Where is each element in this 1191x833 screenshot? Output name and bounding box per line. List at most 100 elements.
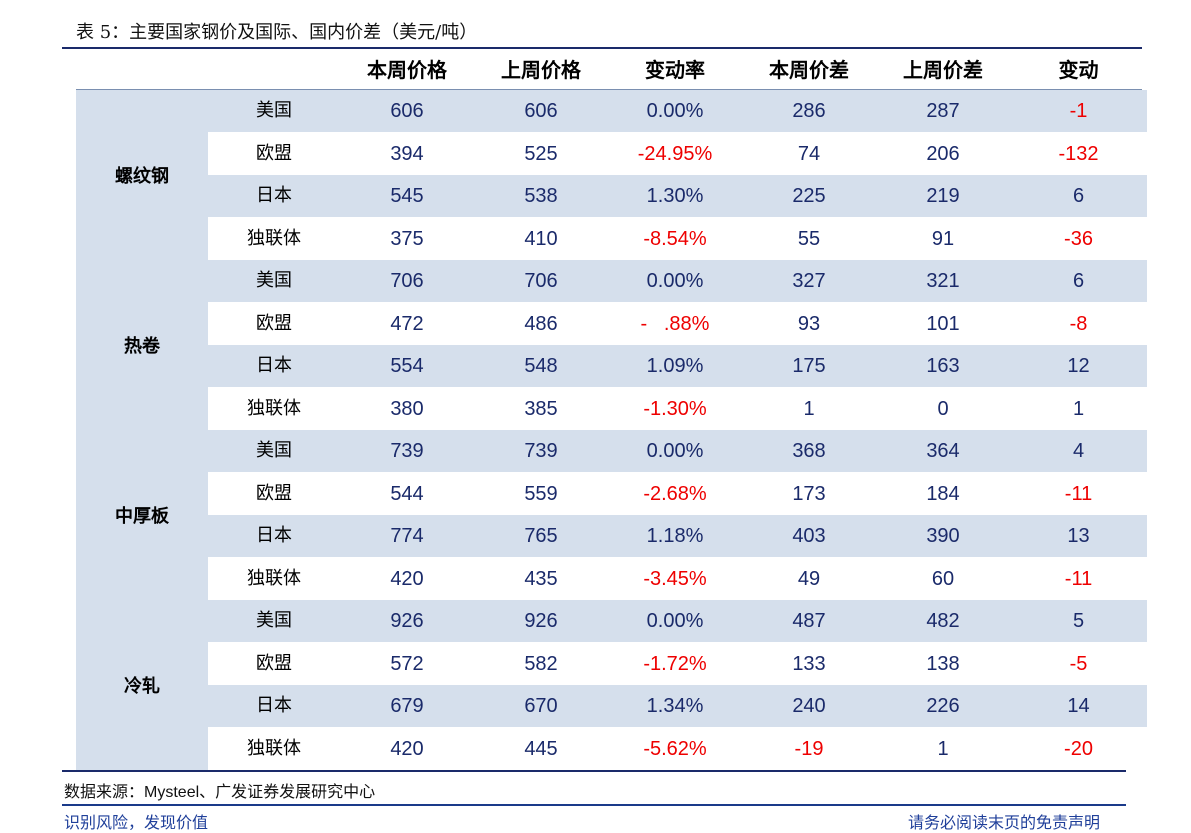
cell-change-rate: -8.54% — [643, 227, 707, 250]
table-row: 美国 926 926 0.00% 487 482 5 — [208, 600, 1147, 642]
cell-change: -11 — [1064, 567, 1093, 590]
cell-change: 5 — [1072, 610, 1085, 632]
table-row: 独联体 420 445 -5.62% -19 1 -20 — [208, 728, 1147, 770]
cell-last-spread: 321 — [926, 270, 960, 292]
cell-last-price: 548 — [524, 355, 558, 377]
cell-this-price: 545 — [390, 185, 424, 207]
cell-last-price: 525 — [524, 142, 558, 165]
cell-this-price: 572 — [390, 652, 424, 675]
cell-country: 独联体 — [247, 737, 301, 759]
cell-change-rate: - .88% — [640, 312, 710, 335]
cell-change: 13 — [1067, 525, 1090, 547]
cell-this-spread: 487 — [792, 610, 826, 632]
source-label: 数据来源： — [64, 782, 145, 801]
table-row: 欧盟 394 525 -24.95% 74 206 -132 — [208, 133, 1147, 175]
group-label: 冷轧 — [76, 600, 208, 770]
cell-change: -132 — [1058, 142, 1099, 165]
table-row: 美国 606 606 0.00% 286 287 -1 — [208, 90, 1147, 132]
cell-country: 美国 — [256, 270, 292, 291]
cell-change: 6 — [1072, 270, 1085, 292]
cell-this-spread: 286 — [792, 100, 826, 122]
cell-change-rate: -3.45% — [643, 567, 707, 590]
cell-last-spread: 226 — [926, 695, 960, 717]
footer-slogan: 识别风险，发现价值 — [64, 813, 209, 832]
header-change-rate: 变动率 — [645, 58, 705, 82]
cell-last-price: 606 — [524, 100, 558, 122]
cell-change: -1 — [1069, 100, 1088, 122]
table-row: 日本 774 765 1.18% 403 390 13 — [208, 515, 1147, 557]
cell-this-spread: 403 — [792, 525, 826, 547]
cell-change-rate: 0.00% — [646, 100, 704, 122]
cell-this-price: 544 — [390, 482, 424, 505]
cell-this-price: 679 — [390, 695, 424, 717]
top-rule — [62, 47, 1142, 49]
group-label: 热卷 — [76, 260, 208, 430]
table-body: 螺纹钢 美国 606 606 0.00% 286 287 -1 欧盟 394 525 -24.95% 7… — [76, 90, 1147, 770]
cell-this-spread: 93 — [797, 312, 821, 335]
cell-change: -36 — [1064, 227, 1093, 250]
cell-this-spread: 1 — [803, 397, 815, 420]
cell-this-spread: 55 — [797, 227, 821, 250]
bottom-rule — [62, 770, 1126, 772]
cell-this-spread: 240 — [792, 695, 826, 717]
footer-rule — [62, 804, 1126, 806]
cell-country: 独联体 — [247, 567, 301, 589]
table-row: 独联体 380 385 -1.30% 1 0 1 — [208, 388, 1147, 430]
cell-change-rate: 1.18% — [646, 525, 704, 547]
header-change: 变动 — [1058, 58, 1099, 82]
cell-change-rate: 0.00% — [646, 440, 704, 462]
cell-last-spread: 184 — [926, 482, 960, 505]
cell-last-price: 739 — [524, 440, 558, 462]
cell-last-price: 670 — [524, 695, 558, 717]
cell-change-rate: 1.30% — [646, 185, 704, 207]
cell-this-spread: 133 — [792, 652, 826, 675]
table-row: 欧盟 544 559 -2.68% 173 184 -11 — [208, 473, 1147, 515]
cell-change: 6 — [1072, 185, 1085, 207]
cell-change-rate: -2.68% — [643, 482, 707, 505]
cell-change-rate: -24.95% — [637, 142, 713, 165]
cell-last-spread: 0 — [937, 397, 949, 420]
cell-last-spread: 91 — [931, 227, 955, 250]
table-row: 日本 545 538 1.30% 225 219 6 — [208, 175, 1147, 217]
cell-last-spread: 101 — [926, 312, 960, 335]
cell-last-price: 538 — [524, 185, 558, 207]
cell-change: 4 — [1072, 440, 1085, 462]
table-row: 欧盟 572 582 -1.72% 133 138 -5 — [208, 643, 1147, 685]
cell-this-spread: 173 — [792, 482, 826, 505]
cell-last-price: 410 — [524, 227, 558, 250]
cell-this-price: 420 — [390, 567, 424, 590]
cell-change-rate: 0.00% — [646, 270, 704, 292]
cell-country: 欧盟 — [256, 312, 292, 334]
cell-last-price: 486 — [524, 312, 558, 335]
source-rest: 、广发证券发展研究中心 — [199, 782, 376, 801]
cell-change: -8 — [1069, 312, 1088, 335]
table-row: 美国 706 706 0.00% 327 321 6 — [208, 260, 1147, 302]
cell-last-price: 706 — [524, 270, 558, 292]
source-note: 数据来源：Mysteel、广发证券发展研究中心 — [64, 778, 375, 802]
cell-this-price: 739 — [390, 440, 424, 462]
cell-last-spread: 287 — [926, 100, 960, 122]
cell-country: 日本 — [256, 525, 292, 546]
cell-last-price: 765 — [524, 525, 558, 547]
cell-country: 欧盟 — [256, 482, 292, 504]
cell-this-price: 472 — [390, 312, 424, 335]
cell-change: 14 — [1067, 695, 1090, 717]
cell-this-price: 420 — [390, 737, 424, 760]
table-row: 独联体 420 435 -3.45% 49 60 -11 — [208, 558, 1147, 600]
cell-change: 12 — [1067, 355, 1090, 377]
table-row: 日本 554 548 1.09% 175 163 12 — [208, 345, 1147, 387]
cell-country: 欧盟 — [256, 652, 292, 674]
table-row: 欧盟 472 486 - .88% 93 101 -8 — [208, 303, 1147, 345]
cell-change-rate: 1.34% — [646, 695, 704, 717]
cell-last-spread: 219 — [926, 185, 960, 207]
cell-last-price: 559 — [524, 482, 558, 505]
cell-last-price: 385 — [524, 397, 558, 420]
cell-country: 美国 — [256, 440, 292, 461]
cell-last-spread: 60 — [931, 567, 955, 590]
cell-change-rate: -1.30% — [643, 397, 707, 420]
cell-this-price: 375 — [390, 227, 424, 250]
cell-this-spread: 327 — [792, 270, 826, 292]
cell-this-spread: 49 — [797, 567, 821, 590]
header-this-week-spread: 本周价差 — [769, 58, 849, 82]
cell-change-rate: 1.09% — [646, 355, 704, 377]
